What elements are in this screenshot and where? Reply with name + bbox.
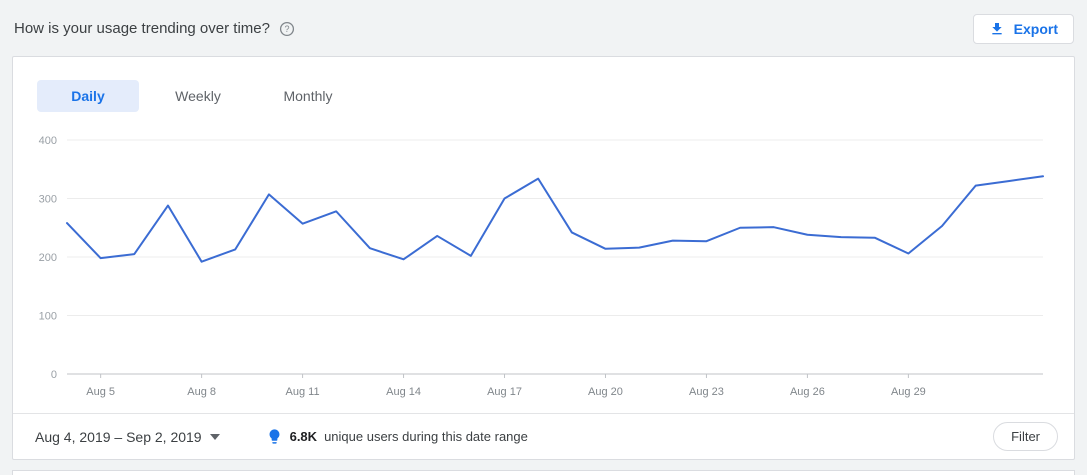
svg-text:Aug 14: Aug 14	[386, 386, 421, 398]
svg-text:Aug 26: Aug 26	[790, 386, 825, 398]
insight-note: 6.8K unique users during this date range	[266, 428, 528, 445]
unique-users-text: unique users during this date range	[324, 429, 528, 444]
svg-text:Aug 20: Aug 20	[588, 386, 623, 398]
usage-trend-card: Daily Weekly Monthly 0 100 200 300 400 Aug 5 A…	[12, 56, 1075, 460]
chevron-down-icon	[209, 433, 220, 440]
card-footer: Aug 4, 2019 – Sep 2, 2019 6.8K unique us…	[13, 413, 1074, 459]
svg-text:Aug 8: Aug 8	[187, 386, 216, 398]
download-icon	[989, 21, 1005, 37]
tab-daily[interactable]: Daily	[37, 80, 139, 112]
svg-text:?: ?	[284, 24, 289, 34]
svg-text:Aug 29: Aug 29	[891, 386, 926, 398]
date-range-selector[interactable]: Aug 4, 2019 – Sep 2, 2019	[35, 429, 220, 445]
page-header: How is your usage trending over time? ? …	[0, 0, 1087, 56]
unique-users-value: 6.8K	[289, 429, 318, 444]
date-range-label: Aug 4, 2019 – Sep 2, 2019	[35, 428, 202, 445]
svg-text:300: 300	[39, 194, 57, 206]
chart-granularity-tabs: Daily Weekly Monthly	[13, 57, 1074, 112]
svg-text:200: 200	[39, 252, 57, 264]
export-button[interactable]: Export	[972, 13, 1074, 44]
help-icon[interactable]: ?	[279, 21, 295, 37]
svg-text:Aug 23: Aug 23	[689, 386, 724, 398]
usage-line-chart: 0 100 200 300 400 Aug 5 Aug 8 Aug 11 Aug 14 Aug 1…	[23, 116, 1064, 413]
lightbulb-icon	[266, 428, 283, 445]
svg-text:400: 400	[39, 135, 57, 147]
next-card-top-edge	[12, 470, 1075, 475]
title-wrap: How is your usage trending over time? ?	[14, 20, 295, 37]
svg-text:Aug 17: Aug 17	[487, 386, 522, 398]
filter-button[interactable]: Filter	[993, 422, 1058, 451]
svg-text:100: 100	[39, 311, 57, 323]
tab-weekly[interactable]: Weekly	[175, 88, 221, 104]
svg-text:0: 0	[51, 369, 57, 381]
page-title: How is your usage trending over time?	[14, 20, 270, 37]
svg-text:Aug 5: Aug 5	[86, 386, 115, 398]
export-label: Export	[1013, 20, 1058, 37]
tab-monthly[interactable]: Monthly	[283, 88, 333, 104]
chart-wrap: 0 100 200 300 400 Aug 5 Aug 8 Aug 11 Aug 14 Aug 1…	[13, 112, 1074, 413]
svg-text:Aug 11: Aug 11	[286, 386, 320, 398]
